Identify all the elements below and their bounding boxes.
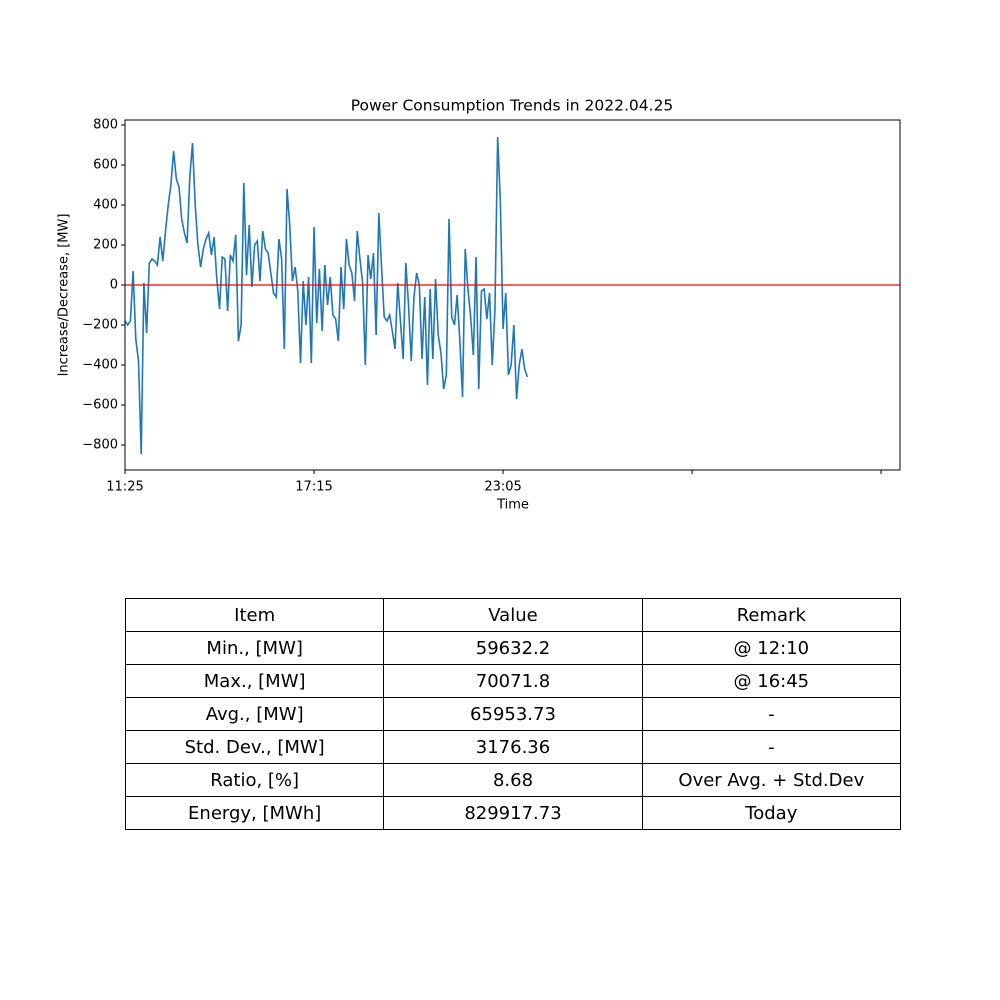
cell: 59632.2	[383, 631, 643, 665]
header-row: Item Value Remark	[124, 598, 902, 632]
cell: 65953.73	[383, 697, 643, 731]
cell: Today	[641, 796, 902, 830]
table-row: Min., [MW] 59632.2 @ 12:10	[124, 631, 902, 665]
x-axis-label: Time	[496, 498, 529, 513]
cell: 8.68	[383, 763, 643, 797]
y-axis-label: Increase/Decrease, [MW]	[57, 214, 72, 377]
cell: 829917.73	[383, 796, 643, 830]
plot-frame	[124, 119, 901, 471]
data-line	[124, 136, 529, 455]
cell: Over Avg. + Std.Dev	[641, 763, 902, 797]
cell: Max., [MW]	[124, 664, 385, 698]
y-tick-label: −200	[82, 318, 118, 333]
cell: Avg., [MW]	[124, 697, 385, 731]
y-tick-label: −400	[82, 358, 118, 373]
cell: Std. Dev., [MW]	[124, 730, 385, 764]
cell: Ratio, [%]	[124, 763, 385, 797]
y-tick-label: 400	[93, 198, 118, 213]
chart-title: Power Consumption Trends in 2022.04.25	[351, 97, 674, 115]
cell: Remark	[641, 598, 902, 632]
cell: @ 12:10	[641, 631, 902, 665]
chart: Power Consumption Trends in 2022.04.25 T…	[57, 97, 901, 513]
cell: Value	[383, 598, 643, 632]
stats-table: Item Value Remark Min., [MW] 59632.2 @ 12:10 M…	[124, 598, 902, 830]
cell: Energy, [MWh]	[124, 796, 385, 830]
cell: 3176.36	[383, 730, 643, 764]
x-tick-label: 17:15	[295, 480, 332, 495]
y-tick-label: 200	[93, 238, 118, 253]
cell: 70071.8	[383, 664, 643, 698]
x-tick-label: 23:05	[484, 480, 521, 495]
cell: @ 16:45	[641, 664, 902, 698]
table-row: Ratio, [%] 8.68 Over Avg. + Std.Dev	[124, 763, 902, 797]
cell: Item	[124, 598, 385, 632]
cell: -	[641, 697, 902, 731]
y-tick-label: 600	[93, 158, 118, 173]
table-row: Avg., [MW] 65953.73-	[124, 697, 902, 731]
cell: Min., [MW]	[124, 631, 385, 665]
y-tick-label: −800	[82, 438, 118, 453]
y-tick-label: 800	[93, 118, 118, 133]
x-tick-label: 11:25	[106, 480, 143, 495]
table-row: Max., [MW] 70071.8 @ 16:45	[124, 664, 902, 698]
cell: -	[641, 730, 902, 764]
table-row: Std. Dev., [MW] 3176.36-	[124, 730, 902, 764]
table-row: Energy, [MWh] 829917.73 Today	[124, 796, 902, 830]
y-tick-label: 0	[110, 278, 118, 293]
y-tick-label: −600	[82, 398, 118, 413]
